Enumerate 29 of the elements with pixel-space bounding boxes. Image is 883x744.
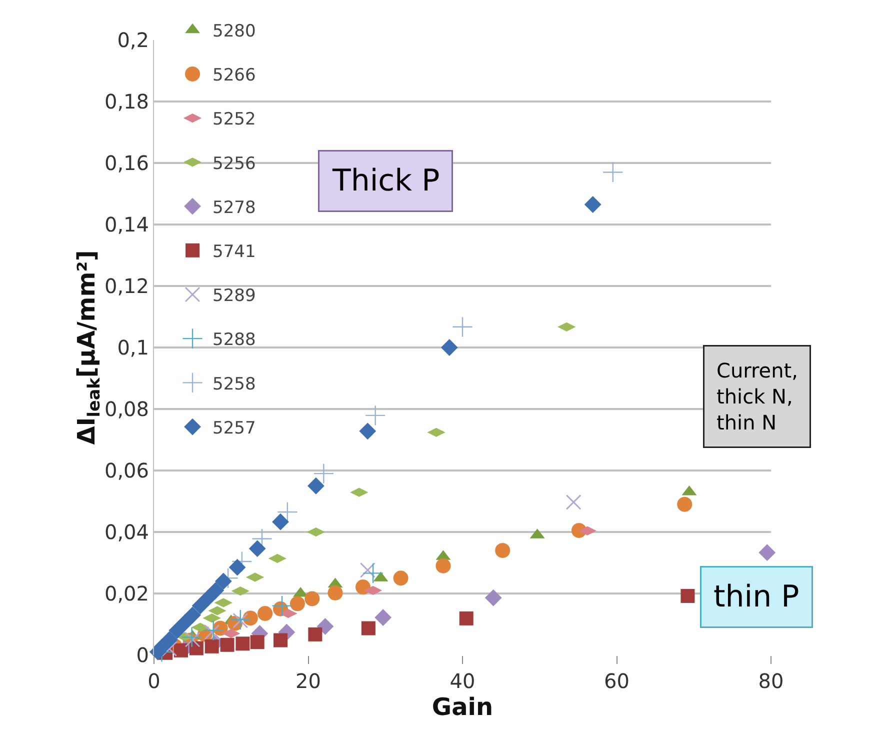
y-tick-label: 0,02 [104, 582, 149, 606]
y-tick-label: 0,2 [117, 28, 149, 52]
legend-label: 5256 [212, 154, 256, 174]
annotation: Thick P [332, 164, 440, 198]
legend-label: 5266 [212, 66, 256, 86]
y-tick-label: 0,08 [104, 397, 149, 421]
x-axis-title: Gain [432, 693, 494, 721]
y-tick-label: 0,04 [104, 520, 149, 544]
annotation: thin P [714, 580, 800, 614]
y-tick-label: 0,18 [104, 90, 149, 114]
x-tick-label: 20 [296, 669, 321, 693]
y-tick-label: 0,06 [104, 458, 149, 482]
y-tick-label: 0,1 [117, 336, 149, 360]
legend-label: 5258 [212, 374, 256, 394]
x-tick-label: 60 [604, 669, 630, 693]
x-tick-label: 80 [758, 669, 784, 693]
legend-label: 5257 [212, 418, 256, 438]
annotation: Current, thick N, thin N [716, 358, 798, 434]
legend-label: 5280 [212, 22, 256, 42]
legend-label: 5289 [212, 286, 256, 306]
legend-label: 5278 [212, 198, 256, 218]
legend-label: 5252 [212, 110, 256, 130]
y-tick-label: 0,12 [104, 274, 149, 298]
y-tick-label: 0,16 [104, 151, 149, 175]
legend-label: 5288 [212, 330, 256, 350]
y-tick-label: 0 [136, 643, 149, 667]
x-tick-label: 40 [450, 669, 476, 693]
y-tick-label: 0,14 [104, 212, 149, 236]
legend-label: 5741 [212, 242, 256, 262]
